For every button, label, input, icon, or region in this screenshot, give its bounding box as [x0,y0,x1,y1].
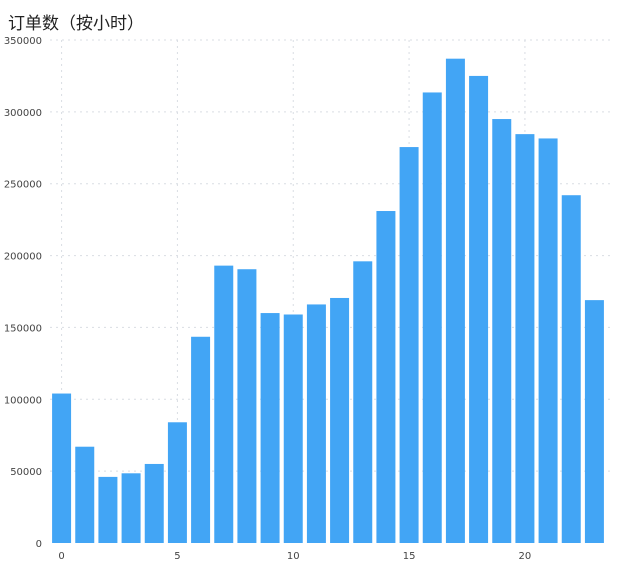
bar-hour-5[interactable] [167,422,187,543]
bar-hour-10[interactable] [283,314,303,543]
x-tick-label: 5 [174,551,180,562]
chart-title: 订单数（按小时） [8,14,144,34]
bar-hour-20[interactable] [515,134,535,543]
bar-hour-13[interactable] [353,261,373,543]
x-tick-label: 0 [58,551,64,562]
bar-hour-12[interactable] [330,297,350,543]
bar-hour-7[interactable] [214,265,234,543]
bar-hour-17[interactable] [445,58,465,543]
bar-hour-22[interactable] [561,195,581,543]
bar-hour-9[interactable] [260,313,280,543]
bar-hour-6[interactable] [191,336,211,543]
bar-hour-16[interactable] [422,92,442,543]
y-tick-label: 350000 [4,36,42,47]
bar-hour-4[interactable] [144,463,164,543]
x-tick-label: 10 [287,551,300,562]
bar-hour-19[interactable] [492,119,512,544]
bar-hour-1[interactable] [75,446,95,543]
y-tick-label: 200000 [4,252,42,263]
bar-hour-15[interactable] [399,147,419,543]
bar-hour-18[interactable] [469,75,489,543]
bar-hour-8[interactable] [237,269,257,543]
bar-hour-0[interactable] [52,393,72,543]
bar-hour-2[interactable] [98,476,118,543]
bar-hour-3[interactable] [121,473,141,543]
bar-hour-23[interactable] [584,300,604,543]
y-tick-label: 0 [36,539,42,550]
bar-hour-11[interactable] [306,304,326,543]
x-tick-label: 15 [403,551,416,562]
y-tick-label: 100000 [4,395,42,406]
y-tick-label: 300000 [4,108,42,119]
bars [52,58,604,544]
bar-hour-21[interactable] [538,138,558,544]
y-tick-label: 250000 [4,180,42,191]
bar-hour-14[interactable] [376,211,396,543]
y-tick-label: 50000 [10,467,42,478]
y-tick-label: 150000 [4,323,42,334]
x-axis-tick-labels: 0 5 10 15 20 [58,551,531,562]
y-axis-tick-labels: 0 50000 100000 150000 200000 250000 300000 3500… [4,36,42,550]
x-tick-label: 20 [519,551,532,562]
